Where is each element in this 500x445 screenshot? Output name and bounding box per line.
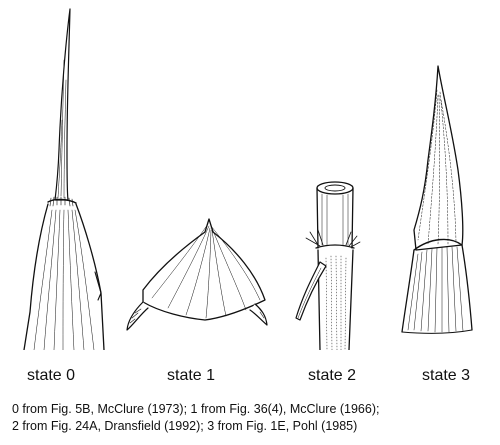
caption-line-1: 0 from Fig. 5B, McClure (1973); 1 from F… — [12, 402, 380, 416]
state-2-label: state 2 — [308, 367, 357, 384]
state-1-label: state 1 — [167, 367, 216, 384]
botanical-illustrations — [23, 8, 473, 350]
illustration-state-3 — [401, 65, 473, 334]
figure-caption: 0 from Fig. 5B, McClure (1973); 1 from F… — [12, 401, 492, 435]
illustration-state-0 — [23, 8, 105, 350]
illustration-state-2 — [295, 181, 361, 350]
state-3-label: state 3 — [422, 367, 471, 384]
caption-line-2: 2 from Fig. 24A, Dransfield (1992); 3 fr… — [12, 419, 358, 433]
state-0-label: state 0 — [27, 367, 76, 384]
illustration-state-1 — [126, 218, 268, 331]
